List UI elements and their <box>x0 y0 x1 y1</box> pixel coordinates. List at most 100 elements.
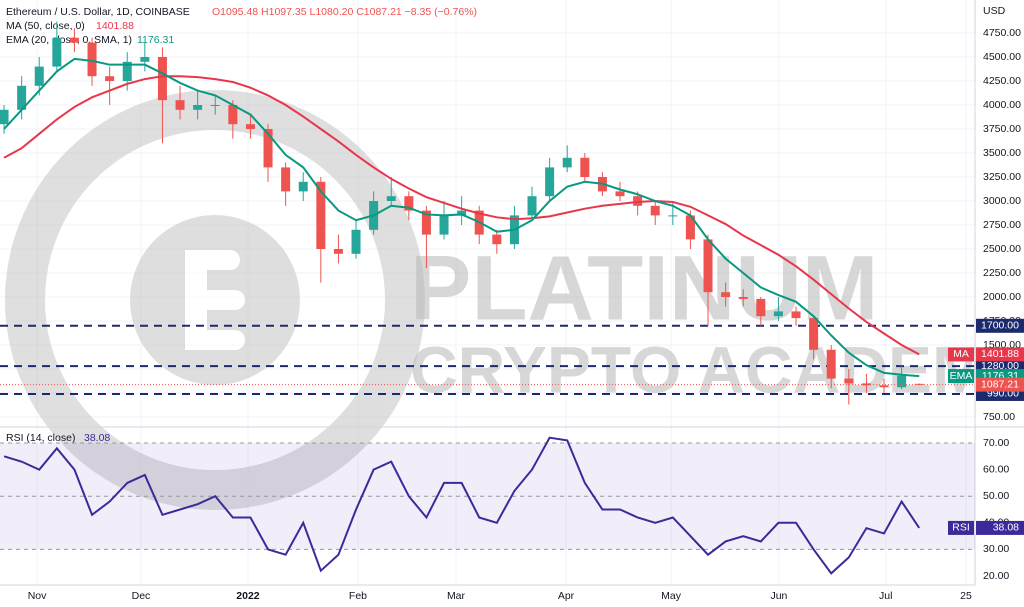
y-tick-label: 4500.00 <box>983 51 1021 63</box>
y-tick-label: 3000.00 <box>983 195 1021 207</box>
candle-body <box>404 196 414 211</box>
candle-body <box>879 385 889 388</box>
candle-body <box>193 105 203 110</box>
y-tick-label: 3500.00 <box>983 147 1021 159</box>
ohlc-info: O1095.48 H1097.35 L1080.20 C1087.21 −8.3… <box>212 6 477 18</box>
logo-glyph <box>185 290 245 310</box>
y-tick-label: 2500.00 <box>983 243 1021 255</box>
candle-body <box>861 383 871 386</box>
candle-body <box>281 167 291 192</box>
watermark: PLATINUM <box>410 237 878 339</box>
candle-body <box>809 318 819 350</box>
indicator-label: 1401.88 <box>981 348 1019 360</box>
logo-glyph <box>185 330 245 350</box>
candle-body <box>721 292 731 298</box>
x-tick-label: Dec <box>132 590 151 602</box>
candle-body <box>386 196 396 202</box>
legend-entry: RSI (14, close) <box>6 432 75 444</box>
rsi-tick-label: 70.00 <box>983 437 1009 449</box>
legend-entry: EMA (20, close, 0, SMA, 1) <box>6 34 132 46</box>
candle-body <box>333 249 343 254</box>
candle-body <box>316 181 326 250</box>
x-tick-label: 2022 <box>236 590 260 602</box>
level-label: 1700.00 <box>981 320 1019 332</box>
indicator-line <box>3 57 920 378</box>
tag-label: EMA <box>950 370 973 382</box>
y-tick-label: 2750.00 <box>983 219 1021 231</box>
candle-body <box>826 349 836 379</box>
candle-body <box>210 105 220 107</box>
rsi-tick-label: 30.00 <box>983 543 1009 555</box>
level-label: 1280.00 <box>981 360 1019 372</box>
candle-body <box>527 196 537 216</box>
legend-value: 1176.31 <box>137 34 174 46</box>
x-tick-label: Feb <box>349 590 367 602</box>
rsi-label: 38.08 <box>993 522 1019 534</box>
price-label-box <box>976 377 1024 392</box>
x-tick-label: Mar <box>447 590 466 602</box>
candle-body <box>703 239 713 293</box>
x-tick-label: Jul <box>879 590 892 602</box>
rsi-tick-label: 20.00 <box>983 570 1009 582</box>
candle-body <box>421 210 431 235</box>
watermark: CRYPTO ACADEMY <box>410 332 1024 406</box>
candle-body <box>52 37 62 67</box>
indicator-label-box <box>976 347 1024 362</box>
axis-label: USD <box>983 5 1006 17</box>
candle-body <box>492 234 502 245</box>
y-tick-label: 4000.00 <box>983 99 1021 111</box>
candle-body <box>756 298 766 317</box>
legend-value: 38.08 <box>84 432 110 444</box>
y-tick-label: 2250.00 <box>983 267 1021 279</box>
level-label-box <box>976 318 1024 333</box>
candle-body <box>87 42 97 77</box>
tag-box <box>948 369 974 384</box>
candle-body <box>615 191 625 197</box>
candle-body <box>791 311 801 319</box>
y-tick-label: 2000.00 <box>983 291 1021 303</box>
logo-coin <box>130 215 300 385</box>
candle-body <box>773 311 783 317</box>
candle-body <box>105 76 115 82</box>
logo-glyph <box>185 250 240 270</box>
tag-box <box>948 520 974 535</box>
legend-entry: MA (50, close, 0) <box>6 20 85 32</box>
candle-body <box>228 105 238 125</box>
legend-value: 1401.88 <box>96 20 134 32</box>
y-tick-label: 3250.00 <box>983 171 1021 183</box>
candle-body <box>685 215 695 240</box>
candle-body <box>122 61 132 82</box>
x-tick-label: Nov <box>28 590 47 602</box>
candle-body <box>175 100 185 110</box>
candle-body <box>650 205 660 216</box>
rsi-label-box <box>976 520 1024 535</box>
candle-body <box>844 378 854 384</box>
candle-body <box>17 85 27 110</box>
x-tick-label: Jun <box>770 590 787 602</box>
indicator-line <box>3 75 920 356</box>
candle-body <box>914 383 924 385</box>
candle-body <box>545 167 555 197</box>
candle-body <box>140 57 150 62</box>
candle-body <box>0 109 9 125</box>
y-tick-label: 4750.00 <box>983 27 1021 39</box>
candle-body <box>351 229 361 254</box>
x-tick-label: 25 <box>960 590 972 602</box>
price-label: 1087.21 <box>981 378 1019 390</box>
x-tick-label: Apr <box>558 590 575 602</box>
candle-body <box>69 37 79 43</box>
candle-body <box>562 157 572 168</box>
y-tick-label: 3750.00 <box>983 123 1021 135</box>
rsi-tick-label: 50.00 <box>983 490 1009 502</box>
rsi-line <box>3 436 921 575</box>
candle-body <box>738 297 748 299</box>
candle-body <box>34 66 44 86</box>
tag-label: MA <box>953 348 969 360</box>
candle-body <box>668 215 678 217</box>
candle-body <box>245 124 255 130</box>
candle-body <box>439 215 449 235</box>
y-tick-label: 4250.00 <box>983 75 1021 87</box>
candle-body <box>298 181 308 192</box>
